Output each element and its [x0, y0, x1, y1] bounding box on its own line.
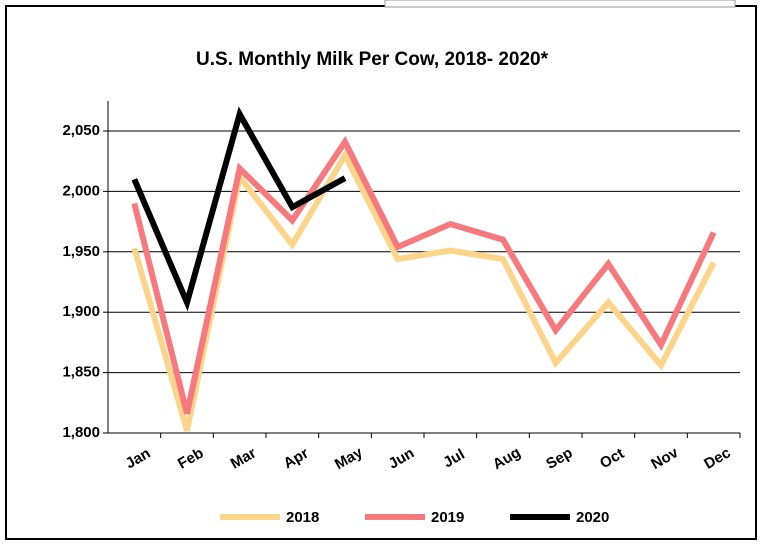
legend-label: 2020 [576, 509, 609, 526]
legend-label: 2018 [286, 509, 319, 526]
y-tick-label: 2,050 [62, 122, 100, 139]
top-box [384, 0, 736, 8]
series-line [131, 106, 347, 312]
legend-label: 2019 [431, 509, 464, 526]
y-tick-label: 1,800 [62, 424, 100, 441]
y-tick-label: 1,950 [62, 243, 100, 260]
chart-title: U.S. Monthly Milk Per Cow, 2018- 2020* [196, 49, 549, 70]
y-tick-label: 1,900 [62, 303, 100, 320]
chart-border [5, 5, 757, 540]
series-line [131, 135, 717, 415]
y-tick-label: 1,850 [62, 364, 100, 381]
y-tick-label: 2,000 [62, 182, 100, 199]
